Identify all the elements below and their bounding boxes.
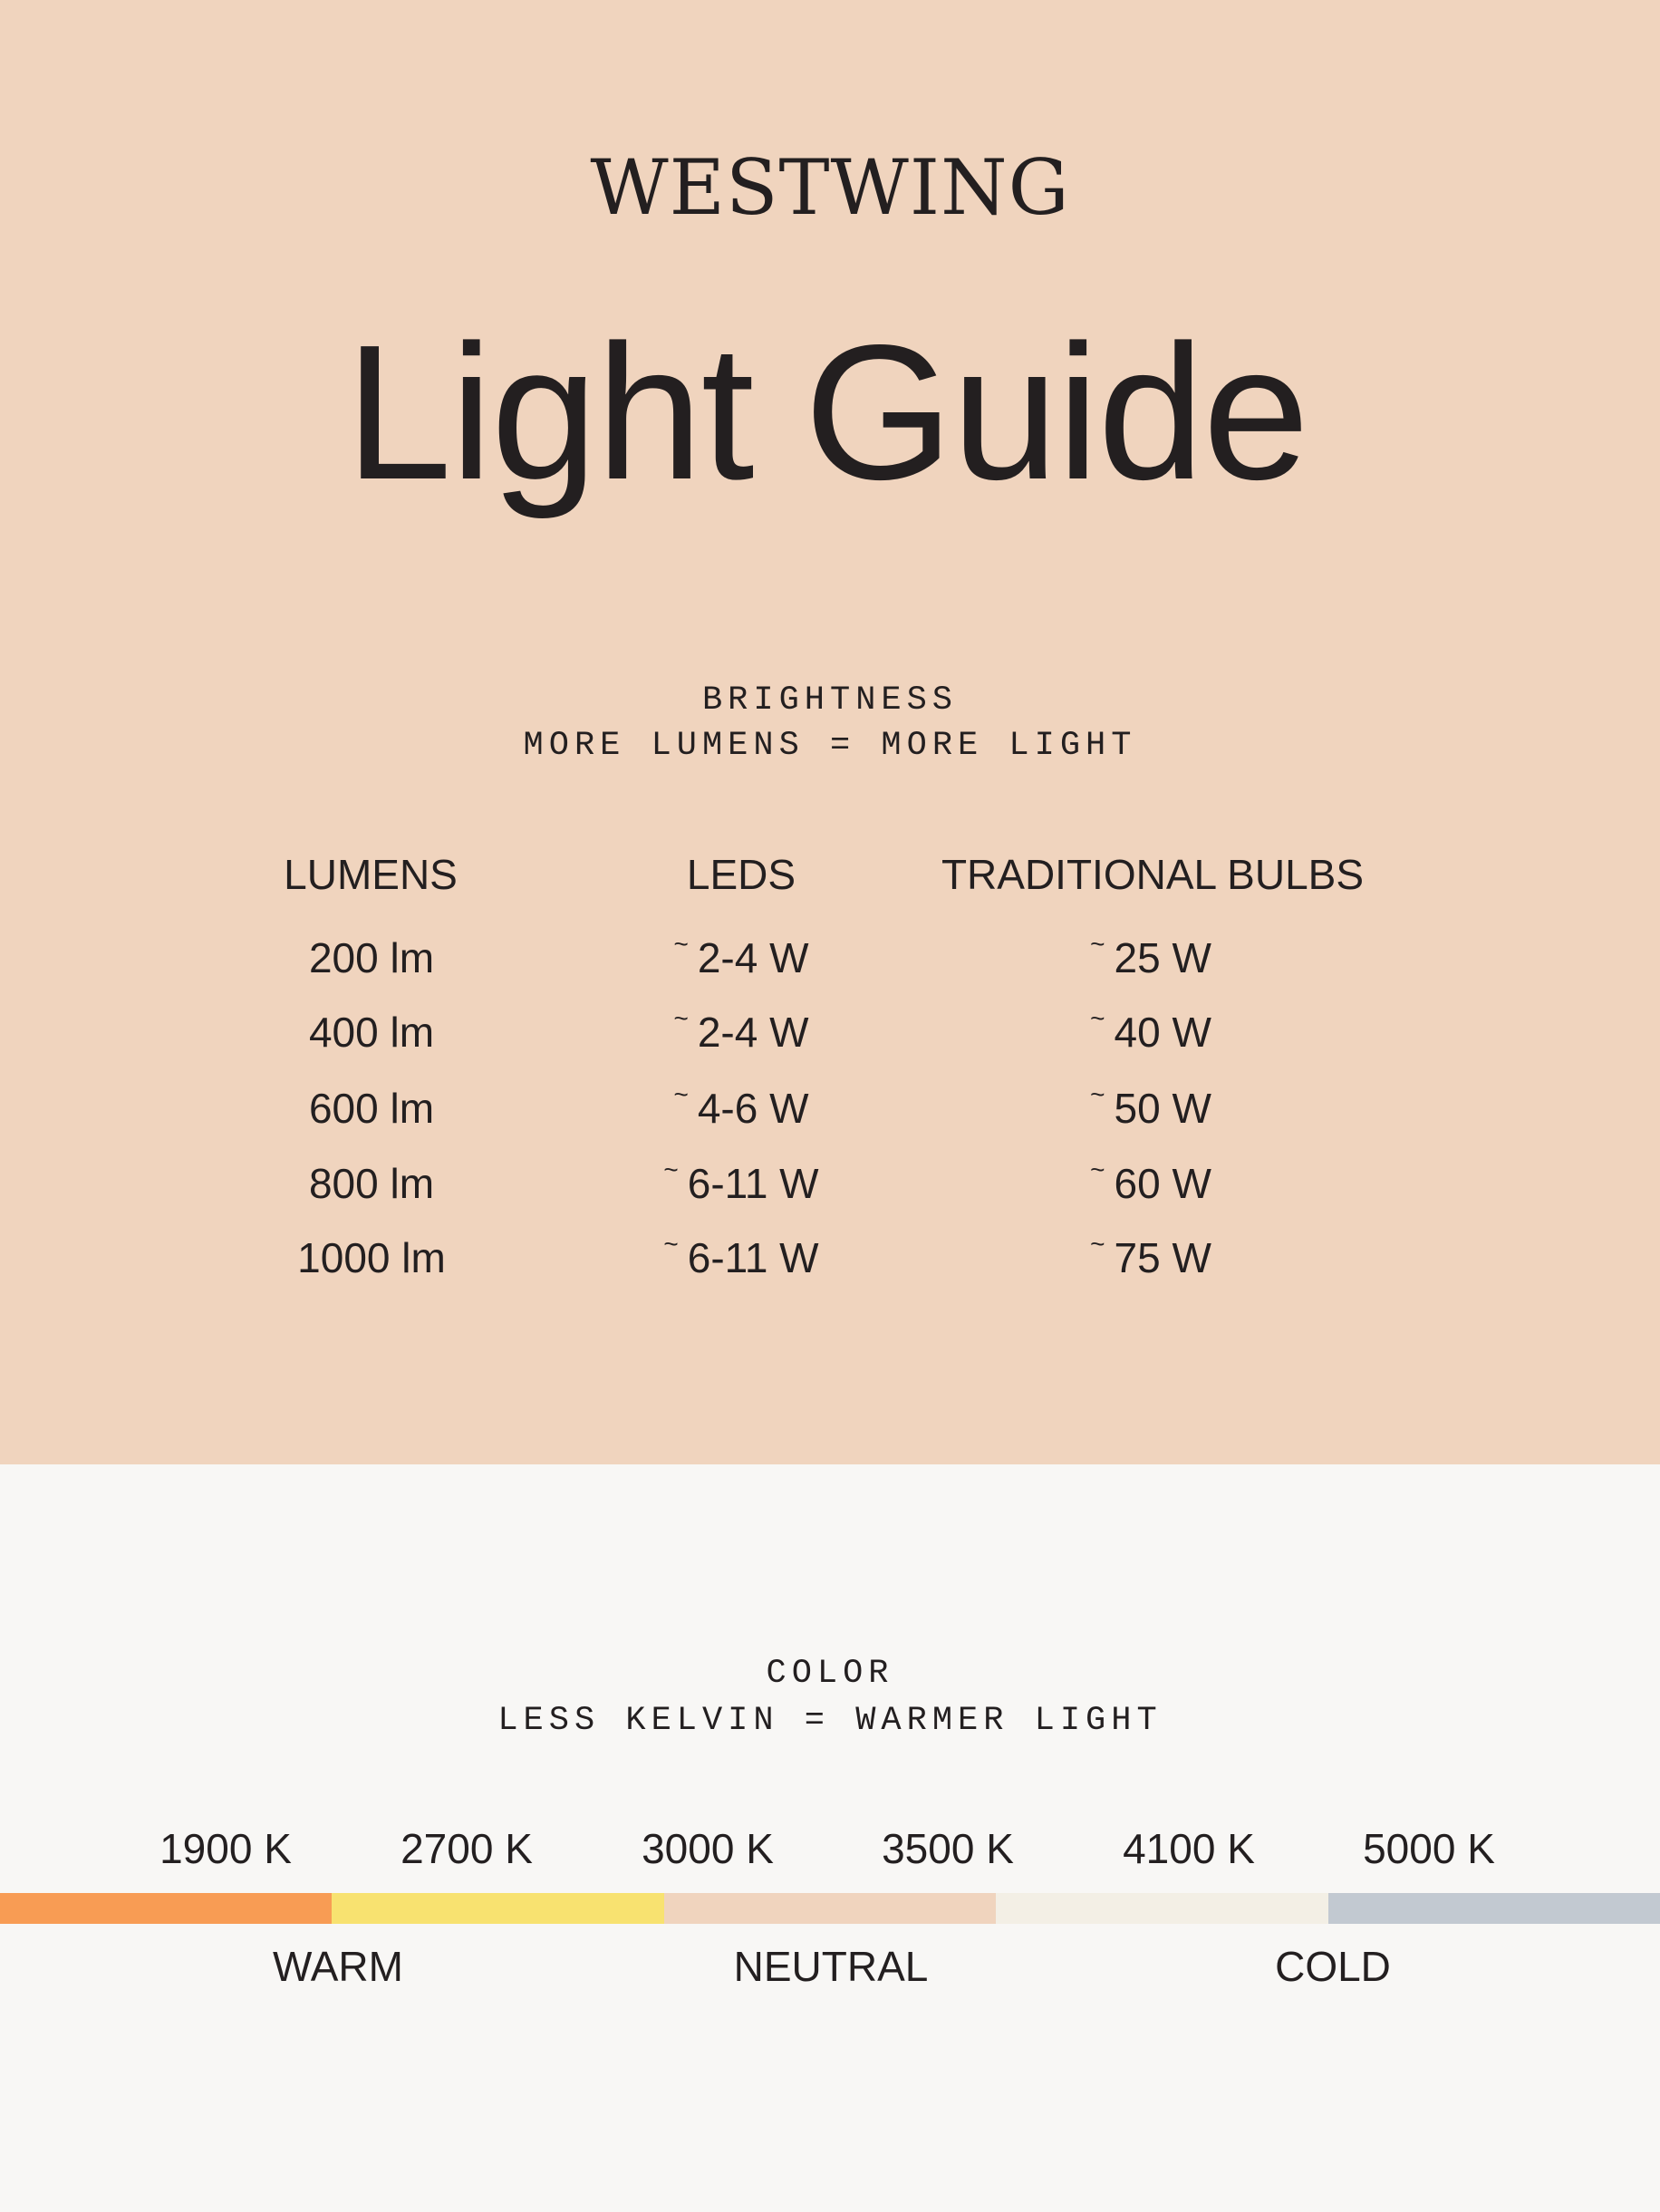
- scale-segment: [663, 1893, 997, 1924]
- approx-symbol: ~: [673, 930, 689, 958]
- cell-lumens-value: 400 lm: [308, 1009, 435, 1056]
- approx-symbol: ~: [1090, 1230, 1105, 1258]
- column-header-lumens: LUMENS: [284, 851, 458, 898]
- color-subheading: LESS KELVIN = WARMER LIGHT: [497, 1702, 1163, 1740]
- scale-segment: [996, 1893, 1329, 1924]
- cell-lumens-value: 200 lm: [308, 934, 435, 981]
- cell-lumens: 200 lm: [309, 933, 434, 982]
- cell-leds: ~2-4 W: [673, 1004, 809, 1057]
- brightness-section: [0, 0, 1660, 1464]
- zone-warm: WARM: [273, 1943, 403, 1990]
- approx-symbol: ~: [673, 1080, 689, 1108]
- approx-symbol: ~: [663, 1155, 679, 1183]
- brand-logo: WESTWING: [590, 143, 1070, 232]
- cell-leds-value: 2-4 W: [697, 934, 809, 981]
- cell-lumens-value: 1000 lm: [297, 1234, 446, 1281]
- cell-bulbs-value: 25 W: [1114, 934, 1211, 981]
- cell-bulbs: ~40 W: [1090, 1004, 1211, 1057]
- color-heading: COLOR: [766, 1655, 894, 1693]
- cell-leds-value: 6-11 W: [687, 1160, 819, 1207]
- cell-leds-value: 2-4 W: [697, 1009, 809, 1056]
- approx-symbol: ~: [663, 1230, 679, 1258]
- cell-lumens-value: 600 lm: [308, 1085, 435, 1132]
- scale-segment: [1327, 1893, 1660, 1924]
- cell-lumens: 400 lm: [309, 1008, 434, 1057]
- cell-bulbs-value: 50 W: [1114, 1085, 1211, 1132]
- zone-neutral: NEUTRAL: [733, 1943, 929, 1990]
- kelvin-label: 3000 K: [642, 1825, 774, 1872]
- kelvin-label: 3500 K: [882, 1825, 1014, 1872]
- cell-leds: ~2-4 W: [673, 930, 809, 982]
- brightness-subheading: MORE LUMENS = MORE LIGHT: [523, 727, 1137, 765]
- cell-leds: ~6-11 W: [663, 1155, 819, 1208]
- cell-bulbs-value: 60 W: [1114, 1160, 1211, 1207]
- approx-symbol: ~: [1090, 1155, 1105, 1183]
- kelvin-label: 4100 K: [1123, 1825, 1255, 1872]
- kelvin-label: 5000 K: [1363, 1825, 1495, 1872]
- cell-lumens: 1000 lm: [297, 1233, 446, 1282]
- cell-leds-value: 6-11 W: [687, 1234, 819, 1281]
- cell-leds: ~6-11 W: [663, 1230, 819, 1282]
- approx-symbol: ~: [1090, 1004, 1105, 1032]
- approx-symbol: ~: [673, 1004, 689, 1032]
- cell-leds: ~4-6 W: [673, 1080, 809, 1133]
- cell-lumens: 800 lm: [309, 1159, 434, 1208]
- approx-symbol: ~: [1090, 930, 1105, 958]
- scale-segment: [332, 1893, 665, 1924]
- brightness-heading: BRIGHTNESS: [701, 681, 959, 720]
- column-header-leds: LEDS: [686, 851, 796, 898]
- cell-bulbs: ~50 W: [1090, 1080, 1211, 1133]
- cell-lumens-value: 800 lm: [308, 1160, 435, 1207]
- column-header-bulbs: TRADITIONAL BULBS: [941, 851, 1365, 898]
- cell-bulbs-value: 75 W: [1114, 1234, 1211, 1281]
- cell-bulbs: ~60 W: [1090, 1155, 1211, 1208]
- zone-cold: COLD: [1275, 1943, 1391, 1990]
- kelvin-label: 2700 K: [401, 1825, 533, 1872]
- approx-symbol: ~: [1090, 1080, 1105, 1108]
- cell-bulbs-value: 40 W: [1114, 1009, 1211, 1056]
- scale-segment: [0, 1893, 333, 1924]
- kelvin-label: 1900 K: [159, 1825, 292, 1872]
- cell-bulbs: ~75 W: [1090, 1230, 1211, 1282]
- page-title: Light Guide: [344, 304, 1309, 519]
- cell-leds-value: 4-6 W: [697, 1085, 809, 1132]
- cell-lumens: 600 lm: [309, 1084, 434, 1133]
- cell-bulbs: ~25 W: [1090, 930, 1211, 982]
